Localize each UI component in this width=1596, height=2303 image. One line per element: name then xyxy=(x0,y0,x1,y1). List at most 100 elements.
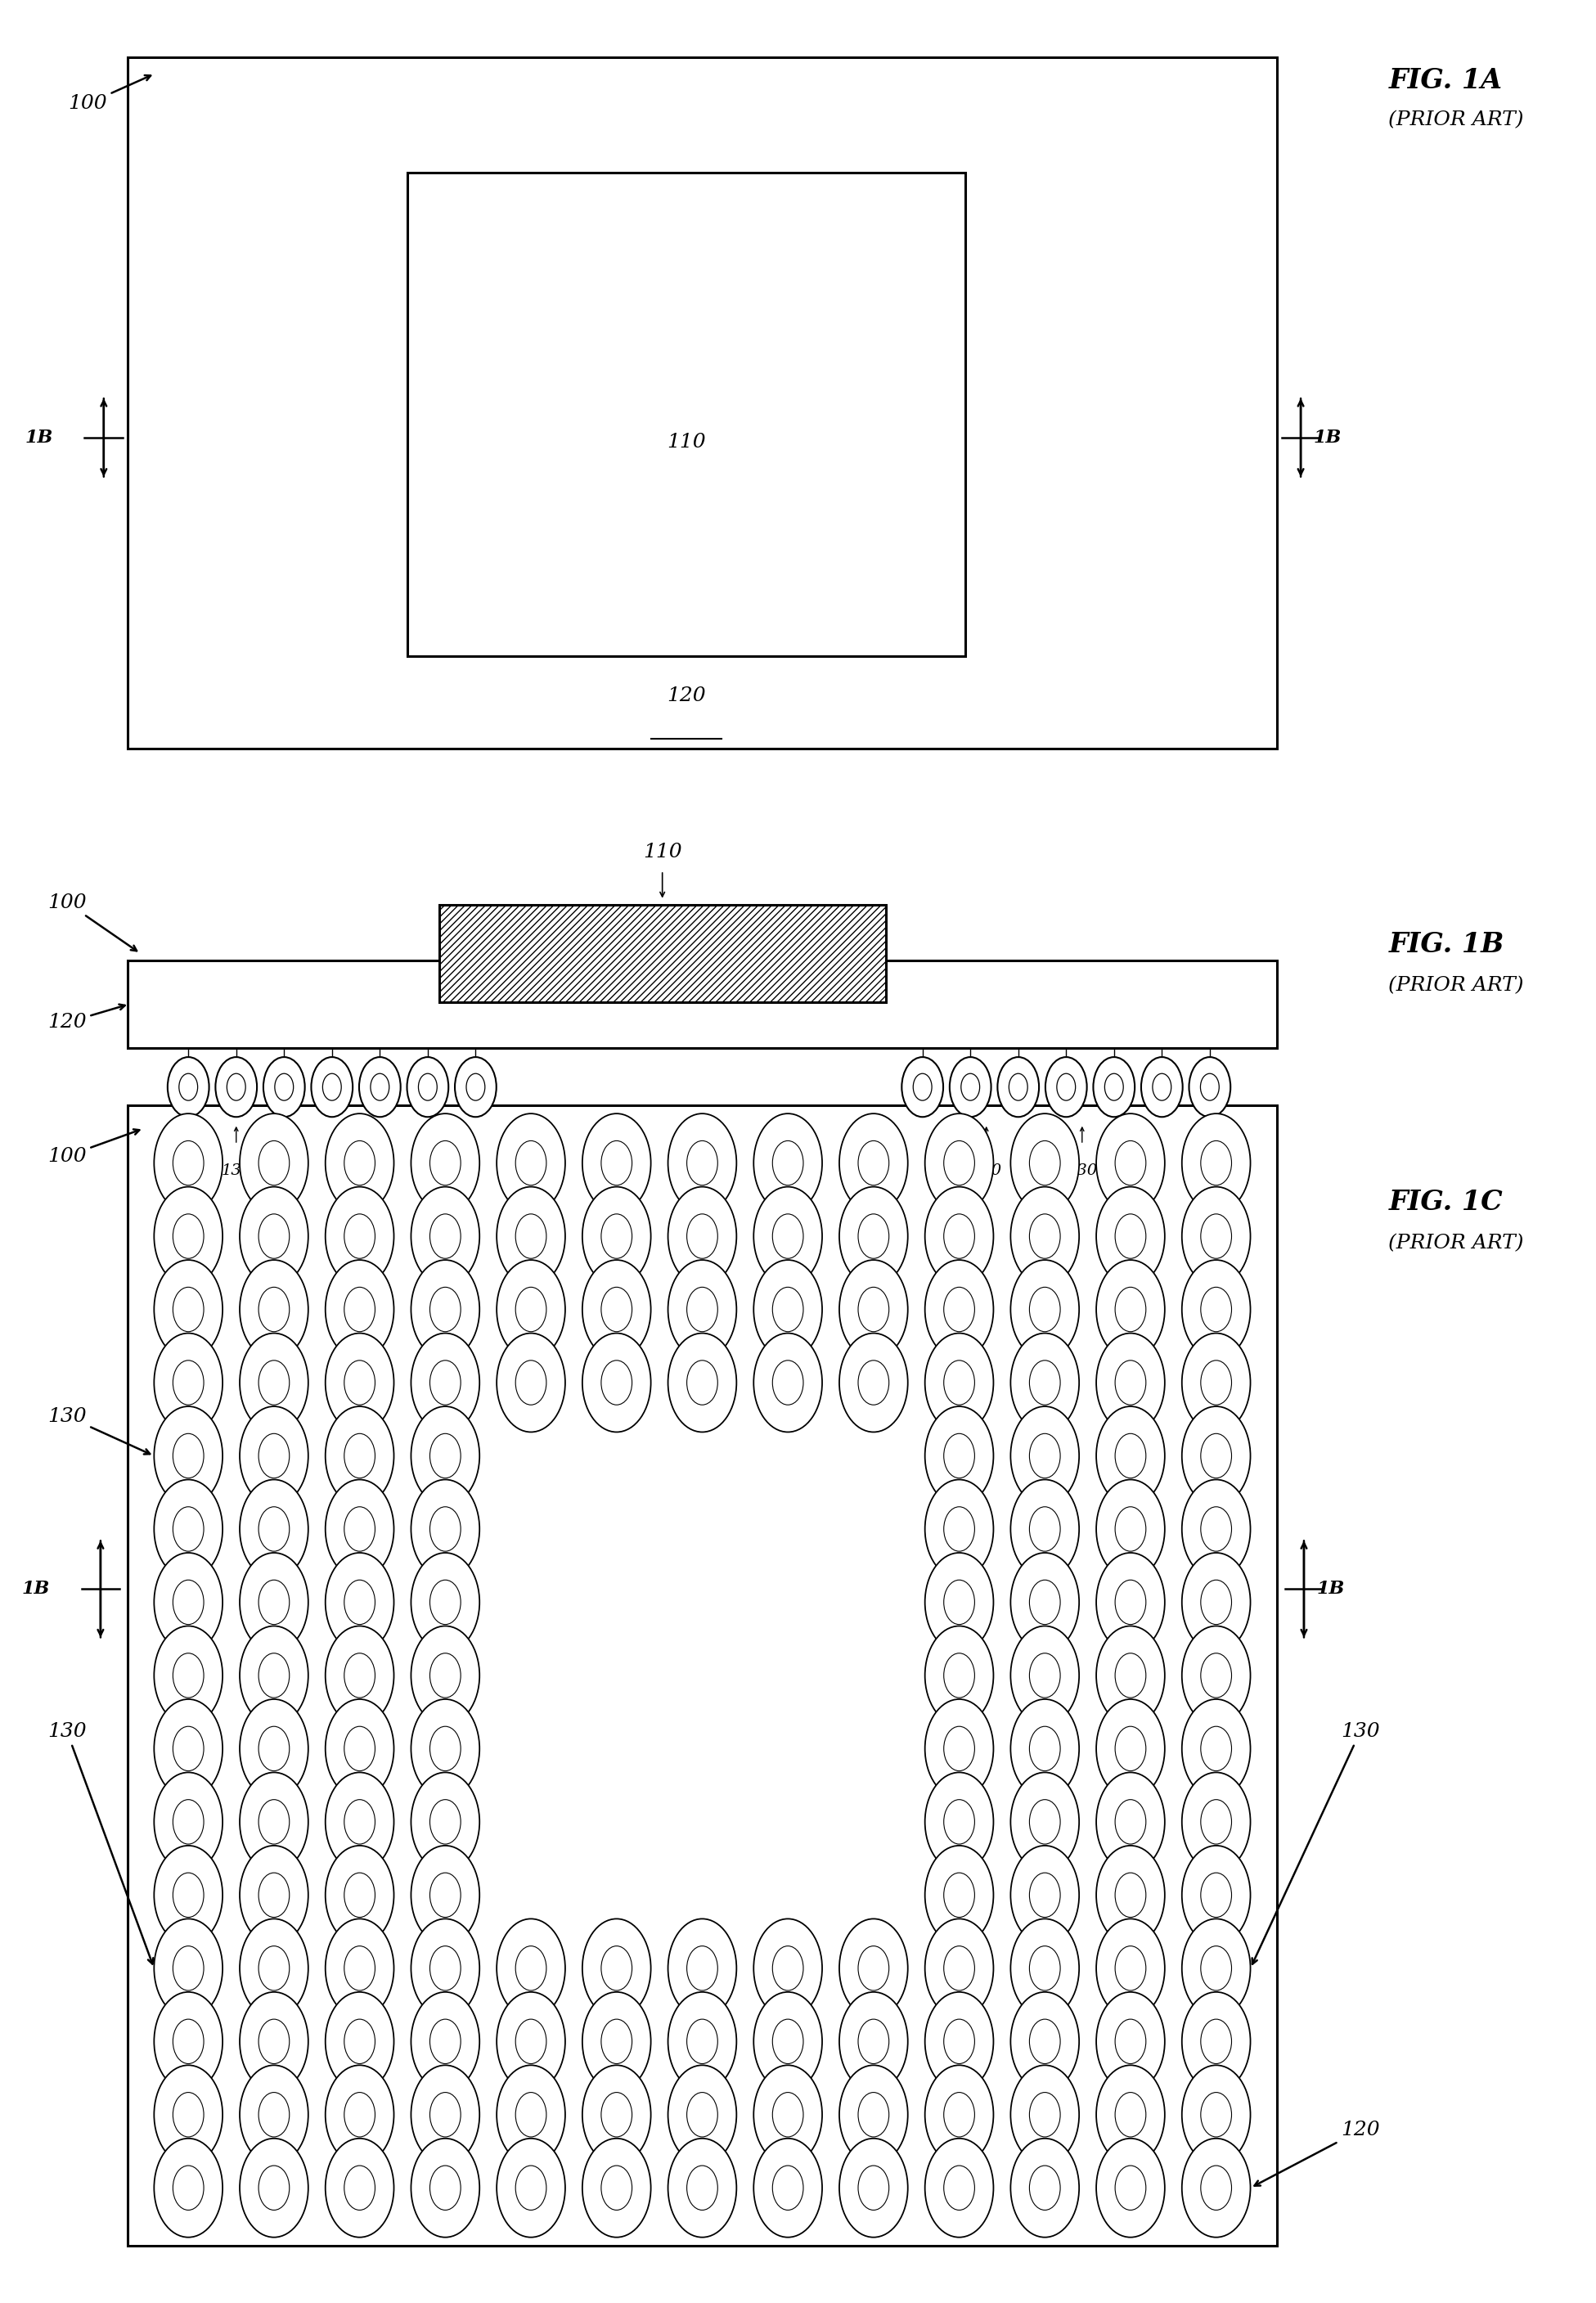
Circle shape xyxy=(583,2066,651,2165)
Circle shape xyxy=(172,1214,204,1257)
Circle shape xyxy=(1116,1506,1146,1552)
Circle shape xyxy=(516,1361,546,1405)
Circle shape xyxy=(1096,1115,1165,1211)
Circle shape xyxy=(1116,1727,1146,1771)
Circle shape xyxy=(345,1872,375,1918)
Circle shape xyxy=(1183,2139,1250,2236)
Text: (PRIOR ART): (PRIOR ART) xyxy=(1389,111,1524,129)
Circle shape xyxy=(172,1287,204,1331)
Circle shape xyxy=(602,1214,632,1257)
Circle shape xyxy=(583,1186,651,1285)
Circle shape xyxy=(1200,1727,1232,1771)
Circle shape xyxy=(1096,2139,1165,2236)
Circle shape xyxy=(496,1260,565,1359)
Circle shape xyxy=(1010,1845,1079,1944)
Circle shape xyxy=(412,1552,479,1651)
Circle shape xyxy=(172,1432,204,1479)
Circle shape xyxy=(155,1992,222,2091)
Circle shape xyxy=(326,1552,394,1651)
Circle shape xyxy=(345,1580,375,1624)
Circle shape xyxy=(1183,1333,1250,1432)
Circle shape xyxy=(943,1506,975,1552)
Circle shape xyxy=(172,1872,204,1918)
Circle shape xyxy=(345,1361,375,1405)
Circle shape xyxy=(997,1057,1039,1117)
Circle shape xyxy=(412,1773,479,1872)
Circle shape xyxy=(686,2020,718,2063)
Text: 130: 130 xyxy=(220,1163,252,1177)
Circle shape xyxy=(943,1946,975,1990)
Circle shape xyxy=(227,1073,246,1101)
Circle shape xyxy=(259,1506,289,1552)
Circle shape xyxy=(466,1073,485,1101)
Circle shape xyxy=(429,1799,461,1845)
Circle shape xyxy=(1200,1361,1232,1405)
Circle shape xyxy=(1010,1407,1079,1506)
Circle shape xyxy=(155,1186,222,1285)
Circle shape xyxy=(155,2066,222,2165)
Circle shape xyxy=(686,1140,718,1186)
Circle shape xyxy=(859,2165,889,2211)
Circle shape xyxy=(259,1580,289,1624)
Circle shape xyxy=(926,1552,993,1651)
Circle shape xyxy=(943,1432,975,1479)
Circle shape xyxy=(345,1946,375,1990)
Circle shape xyxy=(950,1057,991,1117)
Circle shape xyxy=(1096,1333,1165,1432)
Circle shape xyxy=(902,1057,943,1117)
Circle shape xyxy=(943,1872,975,1918)
Circle shape xyxy=(753,1992,822,2091)
Circle shape xyxy=(345,2020,375,2063)
Circle shape xyxy=(1010,1333,1079,1432)
Circle shape xyxy=(926,1479,993,1578)
Circle shape xyxy=(1141,1057,1183,1117)
Circle shape xyxy=(155,1479,222,1578)
Circle shape xyxy=(602,1946,632,1990)
Circle shape xyxy=(859,1361,889,1405)
Circle shape xyxy=(1096,1407,1165,1506)
Circle shape xyxy=(412,1333,479,1432)
Circle shape xyxy=(583,1115,651,1211)
Circle shape xyxy=(772,2165,803,2211)
Circle shape xyxy=(943,1140,975,1186)
Circle shape xyxy=(1010,2066,1079,2165)
Circle shape xyxy=(602,2165,632,2211)
Text: FIG. 1C: FIG. 1C xyxy=(1389,1188,1503,1216)
Text: 110: 110 xyxy=(667,433,705,451)
Circle shape xyxy=(753,2139,822,2236)
Circle shape xyxy=(686,1361,718,1405)
Circle shape xyxy=(839,2066,908,2165)
Circle shape xyxy=(1045,1057,1087,1117)
Circle shape xyxy=(1116,1799,1146,1845)
Circle shape xyxy=(772,2093,803,2137)
Circle shape xyxy=(155,1700,222,1799)
Circle shape xyxy=(1200,1287,1232,1331)
Circle shape xyxy=(311,1057,353,1117)
Circle shape xyxy=(1104,1073,1124,1101)
Circle shape xyxy=(172,2165,204,2211)
Circle shape xyxy=(839,1918,908,2017)
Circle shape xyxy=(412,1992,479,2091)
Text: 1B: 1B xyxy=(21,1580,49,1598)
Circle shape xyxy=(943,1654,975,1697)
Circle shape xyxy=(496,1186,565,1285)
Circle shape xyxy=(772,1214,803,1257)
Circle shape xyxy=(926,1918,993,2017)
Circle shape xyxy=(1096,1773,1165,1872)
Circle shape xyxy=(259,1361,289,1405)
Circle shape xyxy=(1183,1626,1250,1725)
Circle shape xyxy=(669,1992,736,2091)
Circle shape xyxy=(943,1287,975,1331)
Circle shape xyxy=(429,1506,461,1552)
Text: 130: 130 xyxy=(1018,1163,1050,1177)
Circle shape xyxy=(1200,2093,1232,2137)
Circle shape xyxy=(1189,1057,1231,1117)
Text: FIG. 1A: FIG. 1A xyxy=(1389,67,1502,94)
Circle shape xyxy=(155,1845,222,1944)
Text: 130: 130 xyxy=(970,1163,1002,1177)
Circle shape xyxy=(1029,1872,1060,1918)
Text: (PRIOR ART): (PRIOR ART) xyxy=(1389,1234,1524,1253)
Circle shape xyxy=(859,1287,889,1331)
Circle shape xyxy=(259,1727,289,1771)
Circle shape xyxy=(259,2093,289,2137)
